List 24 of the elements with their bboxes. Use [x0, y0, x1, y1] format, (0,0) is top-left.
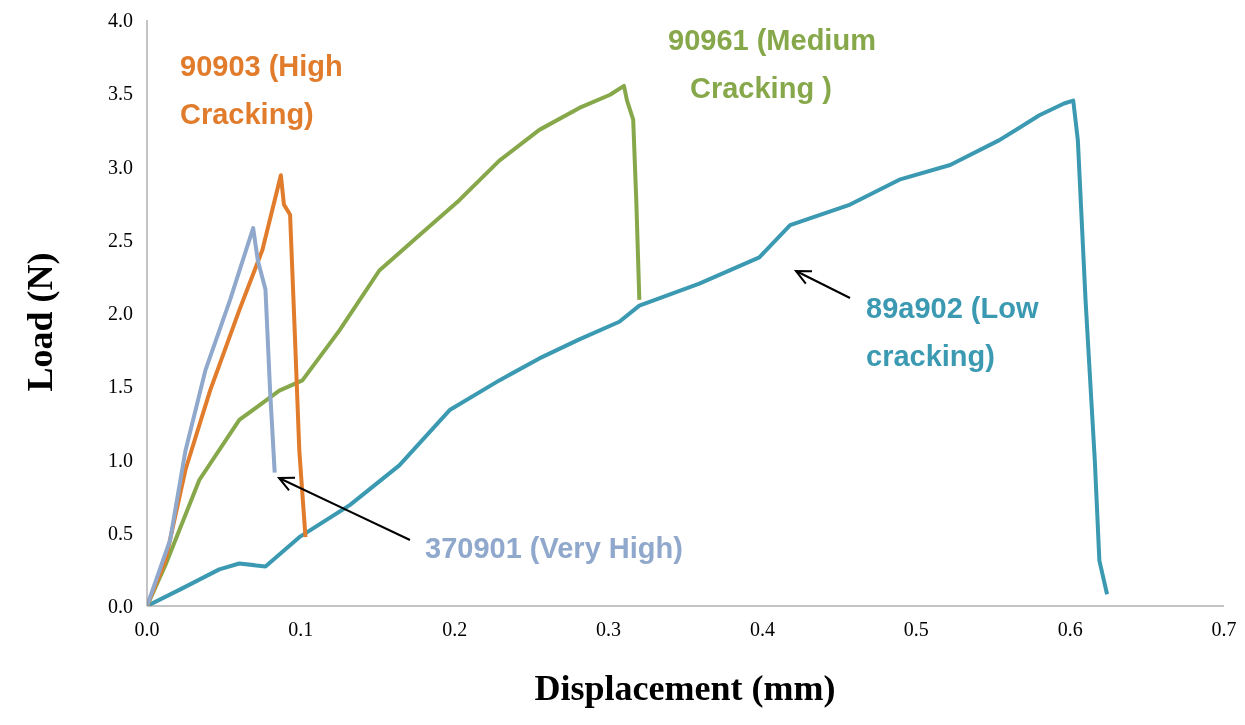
- text: 370901 (Very High): [425, 532, 683, 564]
- x-tick-label: 0.4: [749, 618, 775, 640]
- x-tick-label: 0.3: [596, 618, 622, 640]
- series-label: 89a902 (Low cracking): [866, 292, 1039, 372]
- text: 90903 (High Cracking): [180, 50, 343, 130]
- x-tick-label: 0.2: [442, 618, 468, 640]
- y-tick-label: 4.0: [108, 9, 133, 31]
- line-series: [147, 226, 277, 606]
- x-tick-label: 0.6: [1057, 618, 1083, 640]
- y-tick-label: 1.0: [108, 448, 133, 471]
- x-tick-label: 0.0: [134, 618, 160, 640]
- y-axis-title: Load (N): [20, 252, 60, 392]
- x-tick-label: 0.5: [903, 618, 929, 640]
- y-tick-label: 3.0: [108, 155, 133, 178]
- x-tick-label: 0.7: [1211, 618, 1237, 640]
- x-axis-title: Displacement (mm): [534, 668, 836, 708]
- y-tick-label: 3.5: [108, 82, 133, 105]
- x-tick-label: 0.1: [288, 618, 314, 640]
- y-tick-label: 0.0: [108, 595, 133, 617]
- y-tick-label: 0.5: [108, 521, 133, 544]
- y-tick-label: 1.5: [108, 375, 133, 398]
- y-tick-label: 2.0: [108, 302, 133, 324]
- series-label: 90961 (Medium Cracking ): [668, 24, 876, 104]
- y-tick-label: 2.5: [108, 228, 133, 251]
